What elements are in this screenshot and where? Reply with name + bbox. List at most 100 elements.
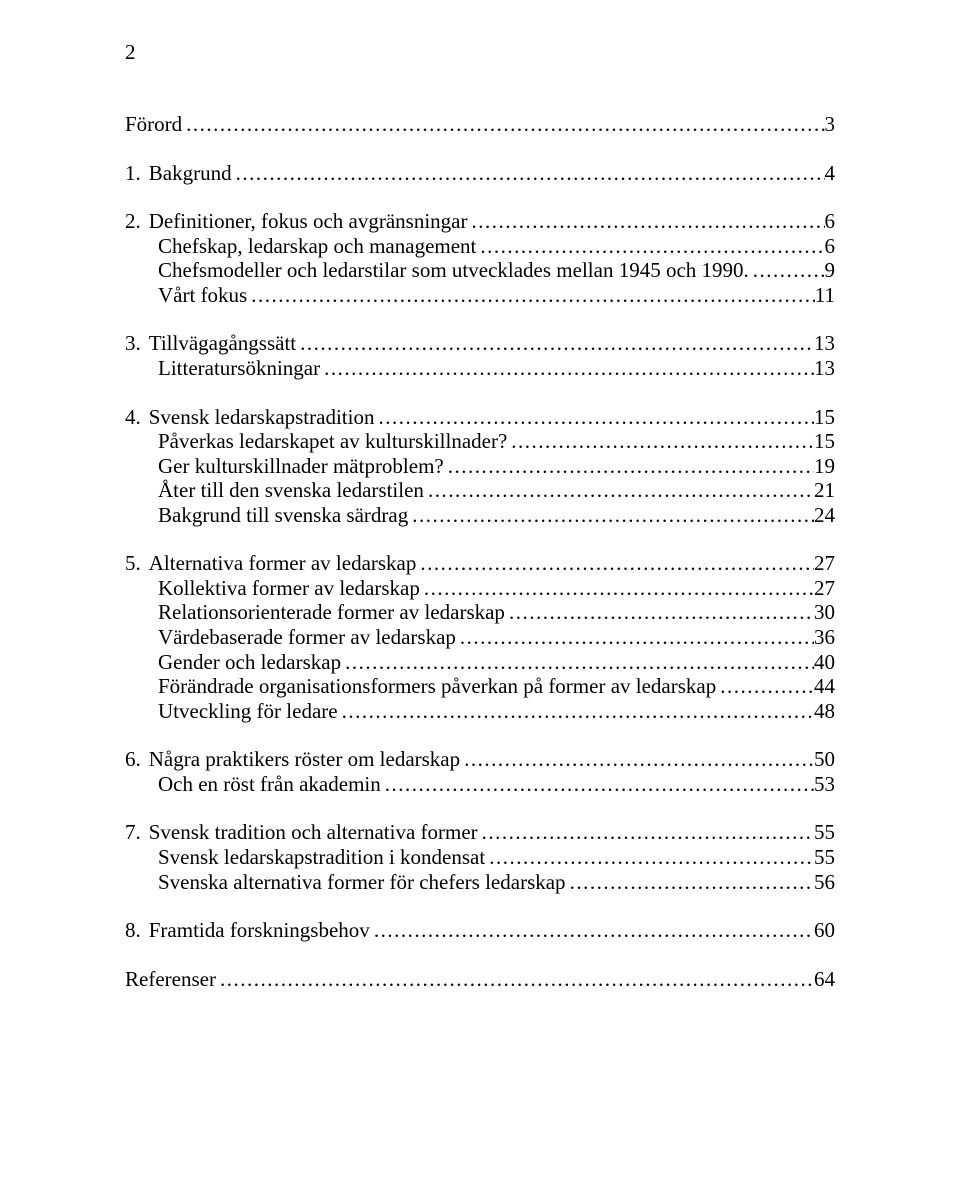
- toc-leader-dots: [505, 600, 814, 625]
- toc-entry-page: 15: [814, 405, 835, 430]
- toc-entry-page: 30: [814, 600, 835, 625]
- toc-entry-number: 8.: [125, 918, 149, 943]
- toc-entry-page: 24: [814, 503, 835, 528]
- toc-leader-dots: [420, 576, 814, 601]
- toc-entry: 5.Alternativa former av ledarskap27: [125, 551, 835, 576]
- toc-leader-dots: [507, 429, 814, 454]
- table-of-contents: Förord 3 1.Bakgrund 4 2.Definitioner, fokus …: [125, 112, 835, 991]
- toc-entry-label: Svensk ledarskapstradition: [149, 405, 375, 430]
- toc-entry-page: 13: [814, 331, 835, 356]
- toc-leader-dots: [456, 625, 814, 650]
- toc-entry-page: 6: [825, 234, 836, 259]
- toc-entry-page: 40: [814, 650, 835, 675]
- toc-entry-page: 27: [814, 576, 835, 601]
- toc-entry-page: 6: [825, 209, 836, 234]
- toc-entry-label: Litteratursökningar: [158, 356, 320, 381]
- toc-entry: 8.Framtida forskningsbehov 60: [125, 918, 835, 943]
- toc-entry-page: 11: [815, 283, 835, 308]
- toc-leader-dots: [424, 478, 814, 503]
- toc-entry-page: 13: [814, 356, 835, 381]
- toc-entry-page: 27: [814, 551, 835, 576]
- toc-leader-dots: [296, 331, 814, 356]
- toc-entry-label: Relationsorienterade former av ledarskap: [158, 600, 505, 625]
- toc-entry-label: Referenser: [125, 967, 216, 992]
- toc-entry-number: 7.: [125, 820, 149, 845]
- toc-entry-label: Chefskap, ledarskap och management: [158, 234, 476, 259]
- toc-entry: Värdebaserade former av ledarskap 36: [125, 625, 835, 650]
- toc-entry-label: Och en röst från akademin: [158, 772, 381, 797]
- toc-leader-dots: [476, 234, 824, 259]
- toc-entry-number: 4.: [125, 405, 149, 430]
- toc-entry: Vårt fokus11: [125, 283, 835, 308]
- toc-entry: 6.Några praktikers röster om ledarskap50: [125, 747, 835, 772]
- toc-leader-dots: [338, 699, 814, 724]
- toc-entry: Relationsorienterade former av ledarskap…: [125, 600, 835, 625]
- toc-entry: 4.Svensk ledarskapstradition 15: [125, 405, 835, 430]
- toc-entry-label: Svenska alternativa former för chefers l…: [158, 870, 566, 895]
- toc-entry-label: Framtida forskningsbehov: [149, 918, 370, 943]
- toc-entry-page: 48: [814, 699, 835, 724]
- toc-leader-dots: [716, 674, 814, 699]
- toc-entry: Förändrade organisationsformers påverkan…: [125, 674, 835, 699]
- toc-entry-label: Definitioner, fokus och avgränsningar: [149, 209, 468, 234]
- toc-entry: Och en röst från akademin 53: [125, 772, 835, 797]
- toc-entry-label: Bakgrund till svenska särdrag: [158, 503, 408, 528]
- toc-entry-label: Bakgrund: [149, 161, 232, 186]
- toc-entry-page: 3: [825, 112, 836, 137]
- toc-entry-label: Förord: [125, 112, 182, 137]
- toc-leader-dots: [232, 161, 825, 186]
- toc-entry-label: Några praktikers röster om ledarskap: [149, 747, 460, 772]
- toc-entry-page: 53: [814, 772, 835, 797]
- toc-entry: Kollektiva former av ledarskap 27: [125, 576, 835, 601]
- page-number: 2: [125, 40, 136, 65]
- toc-entry: 7.Svensk tradition och alternativa forme…: [125, 820, 835, 845]
- toc-leader-dots: [320, 356, 814, 381]
- toc-entry-page: 36: [814, 625, 835, 650]
- toc-entry: 3.Tillvägagångssätt13: [125, 331, 835, 356]
- toc-entry: Chefsmodeller och ledarstilar som utveck…: [125, 258, 835, 283]
- toc-leader-dots: [467, 209, 824, 234]
- toc-leader-dots: [182, 112, 824, 137]
- toc-entry-label: Värdebaserade former av ledarskap: [158, 625, 456, 650]
- toc-entry-page: 60: [814, 918, 835, 943]
- toc-leader-dots: [485, 845, 814, 870]
- toc-leader-dots: [381, 772, 814, 797]
- toc-entry-label: Kollektiva former av ledarskap: [158, 576, 420, 601]
- toc-leader-dots: [749, 258, 825, 283]
- toc-entry-label: Utveckling för ledare: [158, 699, 338, 724]
- toc-entry-number: 2.: [125, 209, 149, 234]
- toc-entry: Åter till den svenska ledarstilen21: [125, 478, 835, 503]
- toc-leader-dots: [341, 650, 814, 675]
- toc-entry: Litteratursökningar 13: [125, 356, 835, 381]
- toc-entry: Gender och ledarskap 40: [125, 650, 835, 675]
- toc-entry: Chefskap, ledarskap och management 6: [125, 234, 835, 259]
- toc-entry-number: 1.: [125, 161, 149, 186]
- toc-entry-page: 15: [814, 429, 835, 454]
- toc-entry-page: 4: [825, 161, 836, 186]
- toc-entry-page: 19: [814, 454, 835, 479]
- toc-leader-dots: [566, 870, 814, 895]
- toc-entry-page: 44: [814, 674, 835, 699]
- toc-leader-dots: [374, 405, 814, 430]
- toc-entry-label: Svensk ledarskapstradition i kondensat: [158, 845, 485, 870]
- toc-entry-page: 55: [814, 820, 835, 845]
- toc-leader-dots: [444, 454, 814, 479]
- toc-entry-page: 64: [814, 967, 835, 992]
- toc-leader-dots: [408, 503, 814, 528]
- toc-entry-label: Förändrade organisationsformers påverkan…: [158, 674, 716, 699]
- toc-leader-dots: [370, 918, 814, 943]
- toc-entry-number: 5.: [125, 551, 149, 576]
- toc-entry-page: 21: [814, 478, 835, 503]
- toc-entry: 1.Bakgrund 4: [125, 161, 835, 186]
- toc-entry: Referenser 64: [125, 967, 835, 992]
- toc-leader-dots: [478, 820, 814, 845]
- toc-entry-number: 3.: [125, 331, 149, 356]
- toc-entry-page: 9: [825, 258, 836, 283]
- toc-entry-label: Svensk tradition och alternativa former: [149, 820, 478, 845]
- toc-leader-dots: [216, 967, 814, 992]
- toc-entry-label: Gender och ledarskap: [158, 650, 341, 675]
- toc-entry: Svenska alternativa former för chefers l…: [125, 870, 835, 895]
- toc-entry: Bakgrund till svenska särdrag 24: [125, 503, 835, 528]
- document-page: 2 Förord 3 1.Bakgrund 4 2.Definitioner, foku…: [0, 0, 960, 1202]
- toc-entry: Påverkas ledarskapet av kulturskillnader…: [125, 429, 835, 454]
